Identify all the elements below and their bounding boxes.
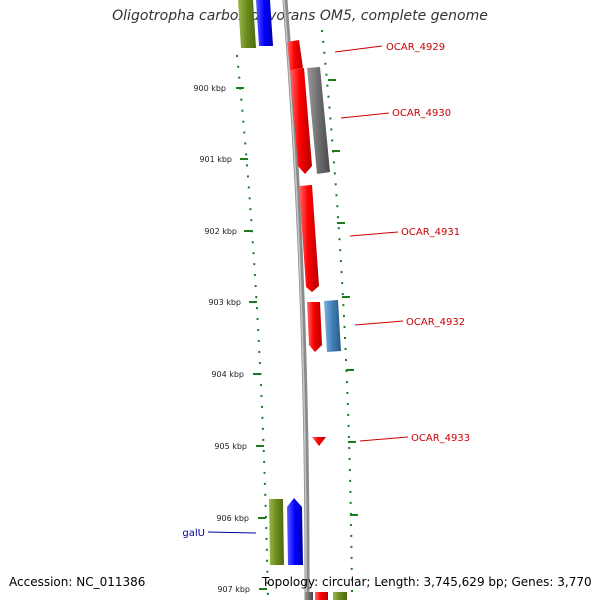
major-ticks xyxy=(236,87,267,590)
tick-label: 904 kbp xyxy=(211,370,244,379)
gene-label-galu[interactable]: galU xyxy=(182,528,205,539)
tick-label: 902 kbp xyxy=(204,227,237,236)
tick-label: 900 kbp xyxy=(193,84,226,93)
label-leader xyxy=(340,112,390,119)
gene-ocar-4932-forward[interactable] xyxy=(307,302,322,352)
gene-ocar-4932-reverse[interactable] xyxy=(324,300,341,352)
label-leader xyxy=(334,45,383,53)
gene-label-ocar-4930[interactable]: OCAR_4930 xyxy=(392,108,451,119)
gene-red-bottom[interactable] xyxy=(315,592,328,600)
genome-title: Oligotropha carboxidovorans OM5, complet… xyxy=(112,8,488,24)
label-leader xyxy=(207,531,257,534)
gene-ocar-4931[interactable] xyxy=(299,185,319,292)
genome-backbone xyxy=(282,0,310,600)
label-leader xyxy=(349,231,399,237)
tick-label: 907 kbp xyxy=(217,585,250,594)
gene-blue-top[interactable] xyxy=(256,0,273,46)
gene-galu-olive[interactable] xyxy=(269,499,284,565)
tick-label: 906 kbp xyxy=(216,514,249,523)
gene-ocar-4929[interactable] xyxy=(287,40,303,70)
gene-label-ocar-4933[interactable]: OCAR_4933 xyxy=(411,433,470,444)
genome-backbone-highlight xyxy=(283,0,307,600)
gene-label-ocar-4932[interactable]: OCAR_4932 xyxy=(406,317,465,328)
gene-olive-top[interactable] xyxy=(238,0,256,48)
genome-summary-text: Topology: circular; Length: 3,745,629 bp… xyxy=(262,575,592,589)
tick-label: 903 kbp xyxy=(208,298,241,307)
gene-label-ocar-4929[interactable]: OCAR_4929 xyxy=(386,42,445,53)
gene-ocar-4930-reverse[interactable] xyxy=(307,67,330,174)
gene-olive-bottom[interactable] xyxy=(333,592,347,600)
tick-label: 905 kbp xyxy=(214,442,247,451)
tick-label: 901 kbp xyxy=(199,155,232,164)
gene-ocar-4933[interactable] xyxy=(312,437,326,446)
gene-gray-bottom[interactable] xyxy=(305,592,313,600)
label-leader xyxy=(354,320,404,326)
gene-galu[interactable] xyxy=(287,498,303,565)
gene-ocar-4930-forward[interactable] xyxy=(290,68,312,174)
gene-label-ocar-4931[interactable]: OCAR_4931 xyxy=(401,227,460,238)
accession-text: Accession: NC_011386 xyxy=(9,575,146,589)
outer-ticks xyxy=(328,79,358,516)
label-leader xyxy=(359,436,409,442)
